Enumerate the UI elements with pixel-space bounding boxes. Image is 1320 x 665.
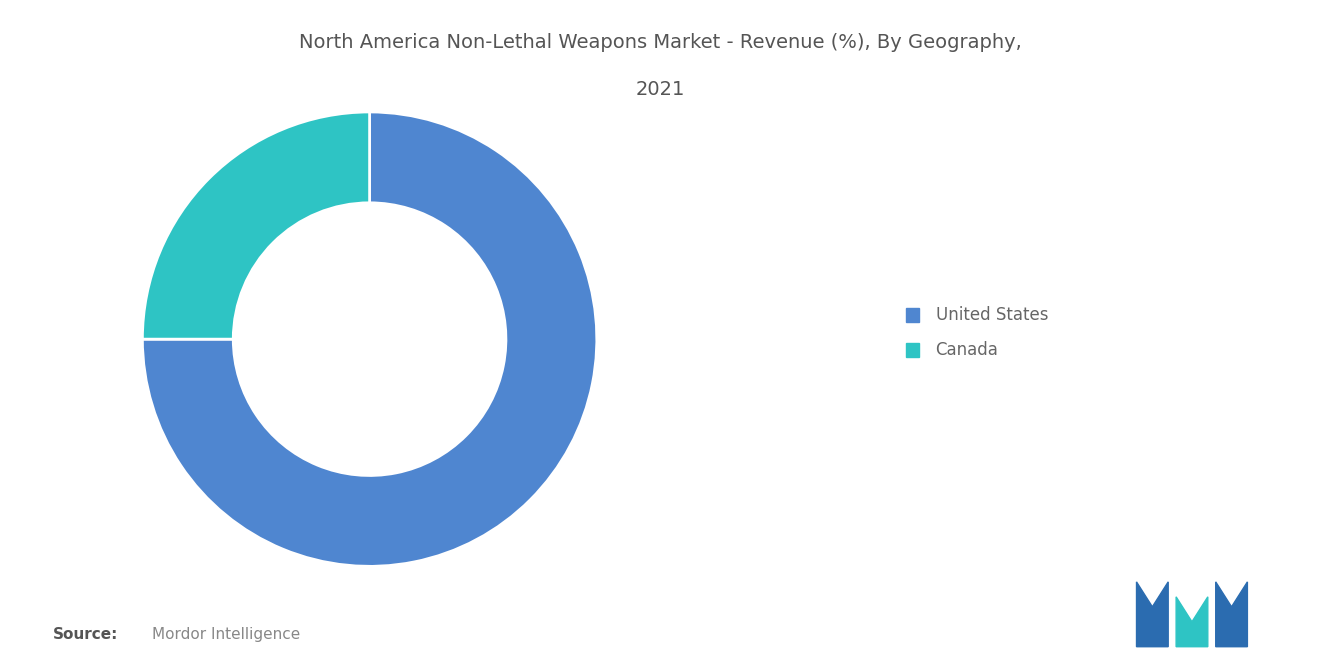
Wedge shape bbox=[143, 112, 370, 339]
Polygon shape bbox=[1216, 582, 1247, 646]
Text: 2021: 2021 bbox=[635, 80, 685, 99]
Legend: United States, Canada: United States, Canada bbox=[898, 298, 1056, 367]
Polygon shape bbox=[1176, 597, 1208, 646]
Text: North America Non-Lethal Weapons Market - Revenue (%), By Geography,: North America Non-Lethal Weapons Market … bbox=[298, 33, 1022, 53]
Wedge shape bbox=[143, 112, 597, 567]
Text: Mordor Intelligence: Mordor Intelligence bbox=[152, 626, 300, 642]
Polygon shape bbox=[1137, 582, 1168, 646]
Text: Source:: Source: bbox=[53, 626, 119, 642]
